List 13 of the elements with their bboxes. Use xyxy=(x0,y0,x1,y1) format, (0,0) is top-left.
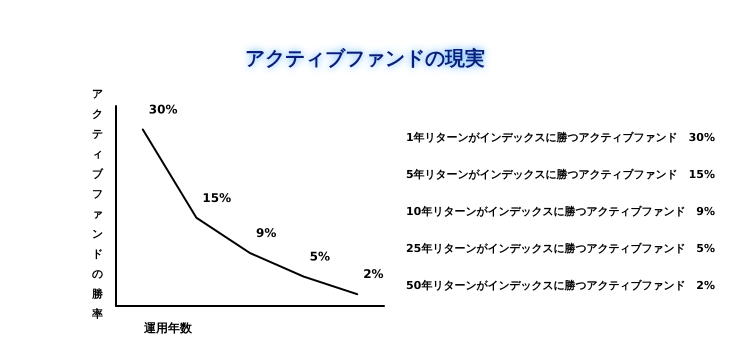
data-label: 30% xyxy=(148,102,178,117)
text: アクティブファンドの勝率 xyxy=(92,88,103,320)
text: 5年リターンがインデックスに勝つアクティブファンド 15% xyxy=(406,168,715,181)
data-label: 5% xyxy=(310,250,330,264)
text: 1年リターンがインデックスに勝つアクティブファンド 30% xyxy=(406,131,715,144)
text: 25年リターンがインデックスに勝つアクティブファンド 5% xyxy=(406,242,715,255)
data-label: 15% xyxy=(202,190,232,205)
data-label: 9% xyxy=(256,226,276,240)
data-label: 2% xyxy=(363,267,384,282)
text: 50年リターンがインデックスに勝つアクティブファンド 2% xyxy=(406,279,715,292)
text: 10年リターンがインデックスに勝つアクティブファンド 9% xyxy=(406,205,715,218)
chart-title: アクティブファンドの現実 xyxy=(245,46,485,70)
x-axis-title: 運用年数 xyxy=(143,321,193,335)
